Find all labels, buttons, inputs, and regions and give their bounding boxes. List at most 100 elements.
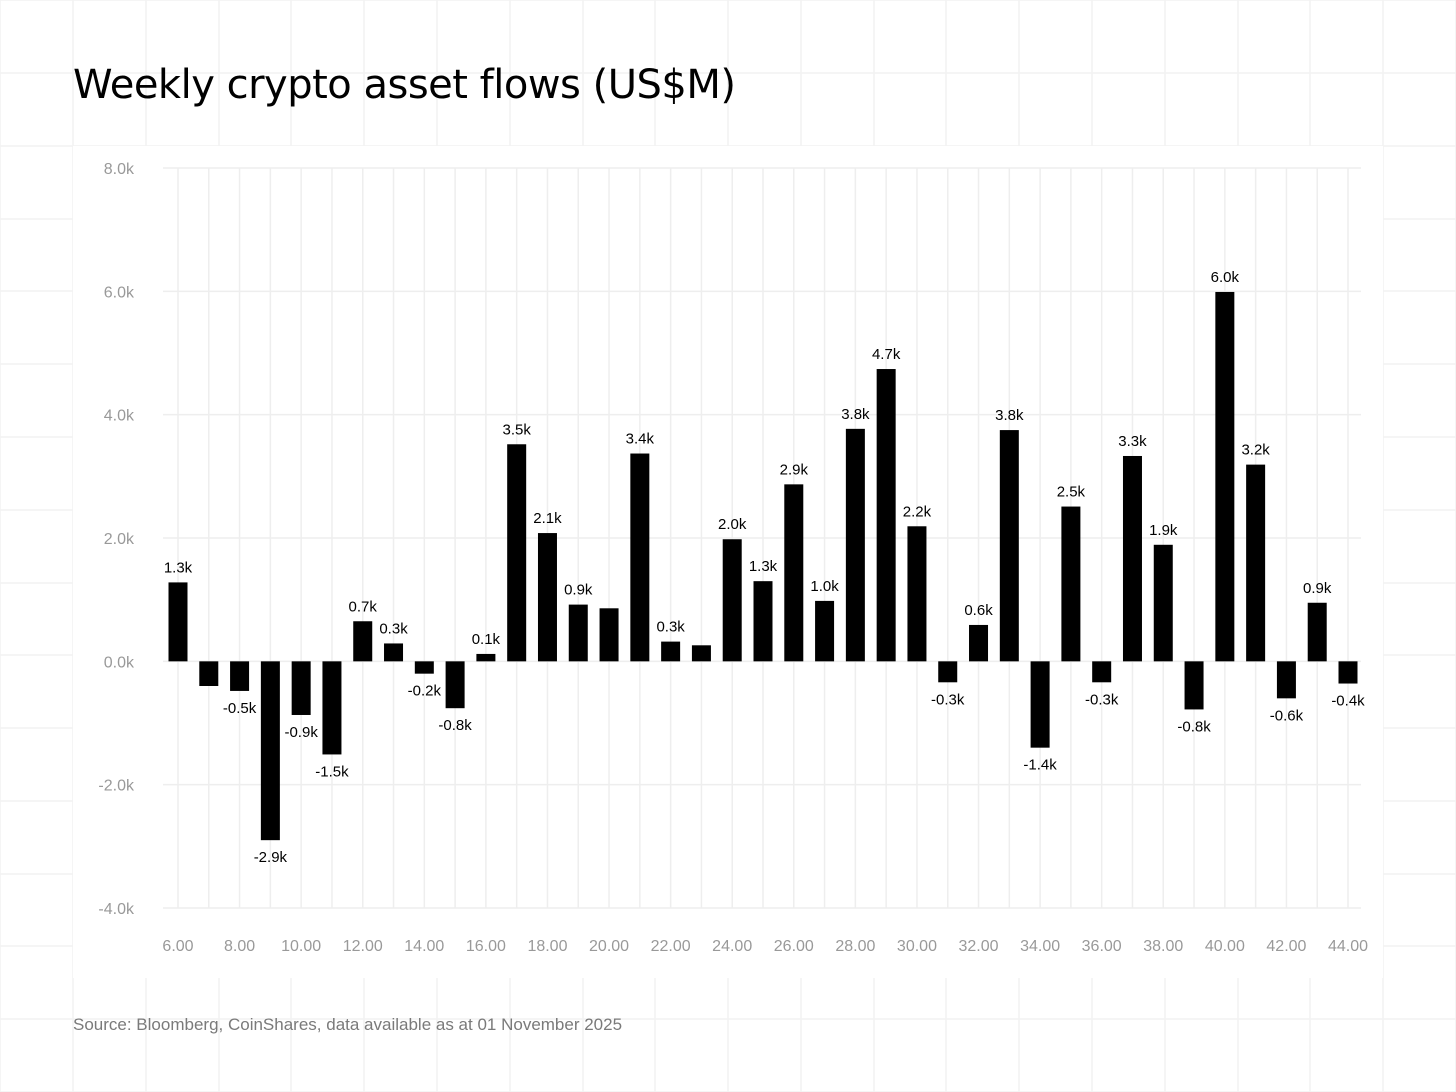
bar: [353, 621, 373, 662]
bar-data-label: 4.7k: [872, 346, 901, 363]
bar-data-label: -0.3k: [931, 691, 965, 708]
bar: [1030, 661, 1050, 748]
x-tick-label: 22.00: [651, 938, 691, 955]
bar-data-label: -0.3k: [1085, 691, 1119, 708]
bar: [414, 661, 434, 674]
bar-data-label: 2.0k: [718, 516, 747, 533]
bar-data-label: 0.6k: [964, 602, 993, 619]
bar-data-label: -0.8k: [1177, 718, 1211, 735]
source-note: Source: Bloomberg, CoinShares, data avai…: [73, 1015, 623, 1034]
bar-data-label: 1.3k: [749, 558, 778, 575]
bar: [691, 645, 711, 662]
x-tick-label: 32.00: [959, 938, 999, 955]
bar: [599, 608, 619, 662]
bar: [815, 600, 835, 662]
x-tick-label: 38.00: [1143, 938, 1183, 955]
bar: [661, 641, 681, 662]
bar: [291, 661, 311, 715]
bar-data-label: 0.3k: [656, 619, 685, 636]
bar-data-label: -0.6k: [1270, 707, 1304, 724]
bar-data-label: 6.0k: [1211, 269, 1240, 286]
bar: [568, 604, 588, 662]
bar-data-label: -0.5k: [223, 700, 257, 717]
bar-data-label: -2.9k: [254, 849, 288, 866]
bar: [630, 453, 650, 662]
bar-data-label: 1.0k: [810, 578, 839, 595]
bar-data-label: -1.4k: [1023, 757, 1057, 774]
x-tick-label: 12.00: [343, 938, 383, 955]
y-tick-label: -4.0k: [98, 901, 135, 918]
bar: [907, 526, 927, 662]
x-tick-label: 42.00: [1266, 938, 1306, 955]
bar-chart: 8.0k 6.0k 4.0k 2.0k 0.0k -2.0k -4.0k 6.00 8.00 10…: [98, 161, 1368, 955]
bar: [230, 661, 250, 691]
bar-data-label: 0.9k: [564, 582, 593, 599]
y-tick-label: 4.0k: [104, 408, 135, 425]
bar: [999, 430, 1019, 662]
x-tick-label: 30.00: [897, 938, 937, 955]
bar: [1246, 464, 1266, 662]
bar: [1338, 661, 1358, 684]
x-tick-label: 26.00: [774, 938, 814, 955]
bar-data-label: 2.5k: [1057, 484, 1086, 501]
x-tick-label: 8.00: [224, 938, 255, 955]
bar: [969, 624, 989, 662]
bar: [537, 533, 557, 662]
bar: [384, 643, 404, 662]
bar-data-label: 3.5k: [503, 421, 532, 438]
y-tick-label: 8.0k: [104, 161, 135, 178]
bar: [445, 661, 465, 709]
chart-title: Weekly crypto asset flows (US$M): [73, 62, 736, 108]
y-tick-label: -2.0k: [98, 778, 135, 795]
bar-data-label: 0.3k: [379, 620, 408, 637]
bar-data-label: 1.3k: [164, 559, 193, 576]
bar: [1276, 661, 1296, 699]
bar-data-label: 3.8k: [995, 407, 1024, 424]
y-tick-label: 0.0k: [104, 654, 135, 671]
bar: [845, 428, 865, 662]
bar-data-label: 3.4k: [626, 431, 655, 448]
x-tick-label: 34.00: [1020, 938, 1060, 955]
bar: [876, 369, 896, 662]
bar-data-label: 0.1k: [472, 631, 501, 648]
x-tick-label: 24.00: [712, 938, 752, 955]
bar: [1307, 602, 1327, 662]
x-tick-label: 40.00: [1205, 938, 1245, 955]
y-tick-label: 6.0k: [104, 284, 135, 301]
x-tick-label: 16.00: [466, 938, 506, 955]
bar-data-label: 2.9k: [780, 461, 809, 478]
x-tick-label: 14.00: [404, 938, 444, 955]
bar: [476, 653, 496, 662]
x-tick-label: 28.00: [835, 938, 875, 955]
bar: [199, 661, 219, 686]
bar-data-label: -0.8k: [438, 717, 472, 734]
bar: [1122, 455, 1142, 662]
bar-data-label: 3.3k: [1118, 433, 1147, 450]
bar: [168, 582, 188, 662]
bar-data-label: -0.9k: [284, 724, 318, 741]
bar-data-label: 3.2k: [1241, 442, 1270, 459]
bar-data-label: -0.4k: [1331, 693, 1365, 710]
bar: [1153, 544, 1173, 662]
bar-data-label: 1.9k: [1149, 522, 1178, 539]
bar-data-label: -1.5k: [315, 763, 349, 780]
bar: [322, 661, 342, 755]
x-tick-label: 36.00: [1082, 938, 1122, 955]
bar: [784, 484, 804, 662]
bar-data-label: 2.2k: [903, 503, 932, 520]
bar: [753, 581, 773, 662]
bar-data-label: -0.2k: [408, 683, 442, 700]
bar: [1215, 291, 1235, 662]
x-tick-label: 10.00: [281, 938, 321, 955]
bar-data-label: 0.9k: [1303, 580, 1332, 597]
bar-data-label: 0.7k: [349, 598, 378, 615]
bar: [260, 661, 280, 841]
bar: [1092, 661, 1112, 683]
bar: [1184, 661, 1204, 710]
bar: [722, 539, 742, 662]
x-tick-label: 6.00: [162, 938, 193, 955]
bar-data-label: 3.8k: [841, 406, 870, 423]
bar: [938, 661, 958, 683]
y-tick-label: 2.0k: [104, 531, 135, 548]
x-tick-label: 18.00: [527, 938, 567, 955]
